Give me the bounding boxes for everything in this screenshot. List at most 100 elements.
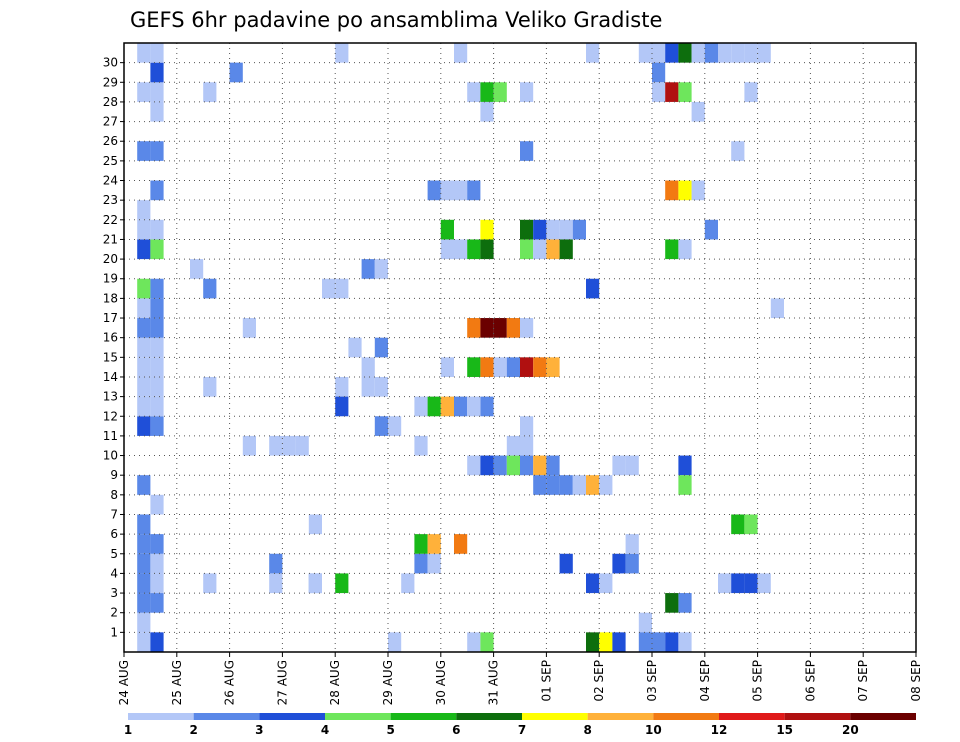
heat-cell — [520, 416, 534, 436]
heat-cell — [467, 455, 481, 476]
heat-cell — [744, 573, 758, 594]
heat-cell — [612, 455, 626, 476]
heat-cell — [520, 318, 534, 338]
heat-cell — [572, 219, 586, 240]
y-tick-label: 6 — [110, 527, 118, 541]
x-tick-label: 24 AUG — [117, 660, 131, 705]
heat-cell — [150, 298, 164, 319]
heat-cell — [137, 82, 151, 102]
heat-cell — [150, 318, 164, 338]
heat-cell — [493, 455, 507, 476]
y-tick-label: 9 — [110, 468, 118, 482]
y-tick-label: 26 — [103, 134, 118, 148]
heat-cell — [506, 318, 520, 338]
heat-cell — [691, 43, 705, 63]
heat-cell — [427, 534, 441, 554]
y-tick-label: 25 — [103, 154, 118, 168]
colorbar-label: 6 — [452, 723, 460, 737]
colorbar-swatch — [522, 713, 588, 720]
x-tick-label: 26 AUG — [223, 660, 237, 705]
heat-cell — [440, 219, 454, 240]
colorbar-label: 4 — [321, 723, 329, 737]
heat-cell — [150, 376, 164, 397]
colorbar-label: 12 — [711, 723, 728, 737]
heat-cell — [137, 318, 151, 338]
y-tick-label: 5 — [110, 547, 118, 561]
colorbar: 1 2 3 4 5 6 7 8 10 12 15 20 — [124, 713, 916, 737]
heat-cell — [638, 43, 652, 63]
colorbar-label: 1 — [124, 723, 132, 737]
heat-cell — [506, 435, 520, 456]
grid-lines — [124, 43, 916, 652]
heat-cell — [150, 101, 164, 122]
heat-cell — [335, 376, 349, 397]
heat-cell — [137, 416, 151, 436]
colorbar-swatch — [390, 713, 457, 720]
heat-cell — [533, 475, 547, 495]
heat-cell — [269, 435, 283, 456]
y-tick-label: 27 — [103, 115, 118, 129]
heat-cell — [322, 278, 336, 299]
y-tick-label: 7 — [110, 507, 118, 521]
y-tick-label: 29 — [103, 75, 118, 89]
y-tick-label: 30 — [103, 56, 118, 70]
heat-cell — [388, 416, 402, 436]
heat-cell — [203, 82, 217, 102]
heat-cell — [665, 180, 679, 201]
heat-cell — [599, 573, 613, 594]
heat-cell — [520, 82, 534, 102]
heat-cell — [625, 553, 639, 574]
heat-cell — [480, 455, 494, 476]
heat-cell — [665, 593, 679, 613]
x-tick-label: 29 AUG — [381, 660, 395, 705]
heat-cell — [440, 396, 454, 417]
y-tick-label: 8 — [110, 488, 118, 502]
heat-cell — [599, 632, 613, 652]
heat-cell — [744, 514, 758, 535]
heat-cell — [335, 43, 349, 63]
heat-cell — [652, 632, 666, 652]
y-tick-label: 3 — [110, 586, 118, 600]
heat-cell — [520, 435, 534, 456]
x-tick-label: 06 SEP — [803, 660, 817, 702]
heat-cell — [744, 43, 758, 63]
y-tick-label: 24 — [103, 174, 118, 188]
heat-cell — [374, 416, 388, 436]
heat-cell — [150, 494, 164, 515]
heat-cell — [401, 573, 415, 594]
heat-cell — [559, 553, 573, 574]
heat-cell — [454, 239, 468, 260]
heat-cell — [150, 593, 164, 613]
heat-cell — [454, 534, 468, 554]
heat-cell — [652, 62, 666, 83]
heat-cell — [757, 573, 771, 594]
heat-cell — [150, 219, 164, 240]
heat-cell — [731, 573, 745, 594]
heat-cell — [295, 435, 309, 456]
heat-cell — [599, 475, 613, 495]
y-tick-label: 17 — [103, 311, 118, 325]
heat-cell — [546, 219, 560, 240]
heat-cell — [335, 573, 349, 594]
heat-cell — [744, 82, 758, 102]
heat-cell — [414, 396, 428, 417]
colorbar-swatch — [325, 713, 391, 720]
y-tick-label: 21 — [103, 232, 118, 246]
heat-cell — [440, 357, 454, 377]
heat-cell — [150, 278, 164, 299]
heat-cell — [440, 239, 454, 260]
colorbar-swatch — [784, 713, 851, 720]
heat-cell — [440, 180, 454, 201]
heat-cell — [137, 337, 151, 358]
heat-cell — [150, 396, 164, 417]
heat-cell — [480, 396, 494, 417]
colorbar-label: 20 — [842, 723, 859, 737]
heat-cell — [731, 514, 745, 535]
heat-cell — [150, 357, 164, 377]
heat-cell — [137, 632, 151, 652]
heat-cell — [586, 632, 600, 652]
heat-cell — [638, 632, 652, 652]
heat-cell — [704, 43, 718, 63]
y-axis: 1234567891011121314151617181920212223242… — [103, 56, 124, 639]
colorbar-swatch — [128, 713, 194, 720]
